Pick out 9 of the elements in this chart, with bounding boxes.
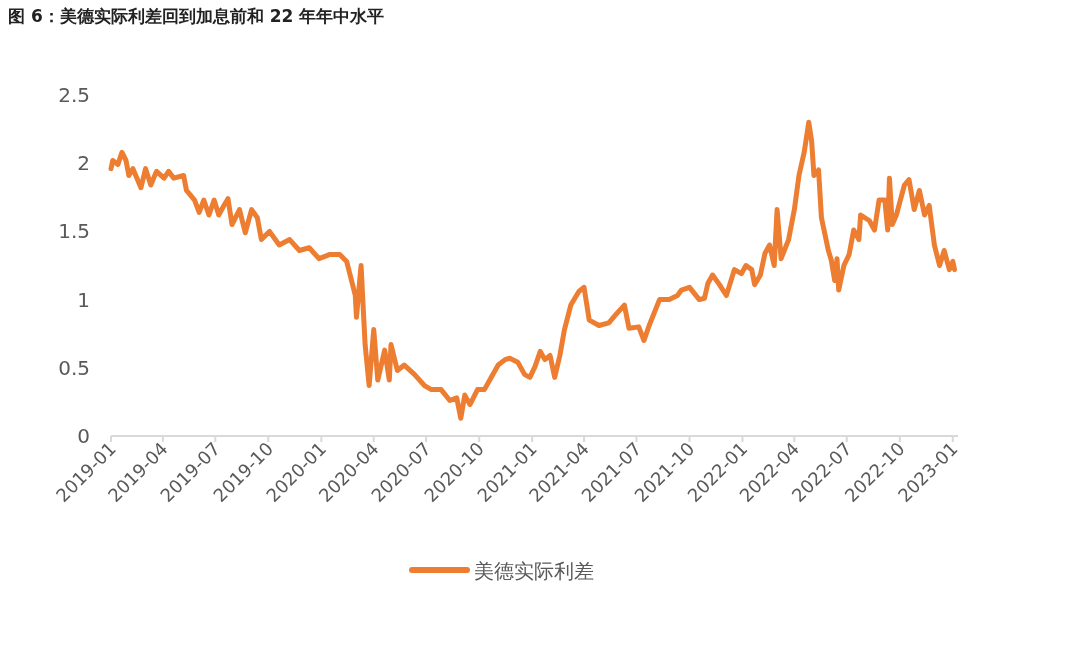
title: 图 6：美德实际利差回到加息前和 22 年年中水平 bbox=[8, 6, 385, 26]
y-tick-label: 0 bbox=[77, 424, 90, 448]
legend: 美德实际利差 bbox=[409, 559, 594, 583]
y-tick-label: 0.5 bbox=[58, 355, 90, 380]
y-tick-label: 1 bbox=[77, 287, 90, 312]
y-tick-label: 2.5 bbox=[58, 83, 90, 107]
y-tick-label: 1.5 bbox=[58, 219, 90, 244]
legend-label: 美德实际利差 bbox=[474, 559, 594, 583]
y-tick-label: 2 bbox=[77, 151, 90, 176]
